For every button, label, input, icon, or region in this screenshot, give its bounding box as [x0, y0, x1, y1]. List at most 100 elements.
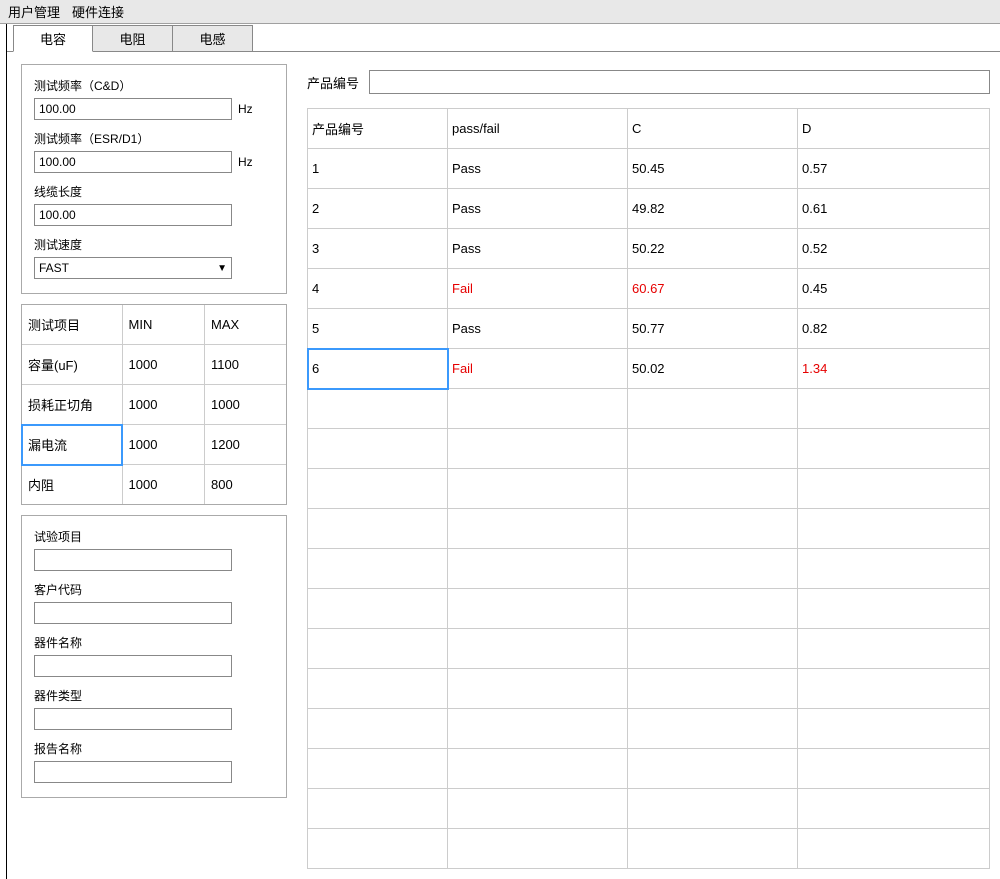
- results-cell-empty[interactable]: [448, 749, 628, 789]
- tab-inductor[interactable]: 电感: [173, 25, 253, 52]
- results-cell-empty[interactable]: [448, 429, 628, 469]
- results-cell-empty[interactable]: [628, 509, 798, 549]
- results-cell[interactable]: 6: [308, 349, 448, 389]
- results-cell[interactable]: 0.52: [798, 229, 990, 269]
- results-cell-empty[interactable]: [308, 589, 448, 629]
- results-cell-empty[interactable]: [308, 709, 448, 749]
- results-cell-empty[interactable]: [308, 429, 448, 469]
- limits-cell[interactable]: 1000: [122, 385, 204, 425]
- results-cell[interactable]: 2: [308, 189, 448, 229]
- results-cell[interactable]: 5: [308, 309, 448, 349]
- results-cell-empty[interactable]: [448, 509, 628, 549]
- results-cell-empty[interactable]: [308, 509, 448, 549]
- results-cell[interactable]: Pass: [448, 309, 628, 349]
- results-cell-empty[interactable]: [798, 629, 990, 669]
- results-cell[interactable]: 1: [308, 149, 448, 189]
- results-cell-empty[interactable]: [448, 829, 628, 869]
- results-cell[interactable]: 0.82: [798, 309, 990, 349]
- results-cell-empty[interactable]: [798, 829, 990, 869]
- results-cell-empty[interactable]: [798, 749, 990, 789]
- results-cell-empty[interactable]: [448, 789, 628, 829]
- results-cell-empty[interactable]: [448, 549, 628, 589]
- limits-cell[interactable]: 容量(uF): [22, 345, 122, 385]
- results-cell-empty[interactable]: [448, 389, 628, 429]
- results-cell-empty[interactable]: [628, 709, 798, 749]
- results-cell-empty[interactable]: [628, 669, 798, 709]
- menu-user-mgmt[interactable]: 用户管理: [8, 2, 60, 21]
- results-cell[interactable]: 50.45: [628, 149, 798, 189]
- results-cell[interactable]: 50.22: [628, 229, 798, 269]
- freq-esr-input[interactable]: [34, 151, 232, 173]
- results-cell[interactable]: 50.02: [628, 349, 798, 389]
- results-cell-empty[interactable]: [798, 669, 990, 709]
- limits-cell[interactable]: 1000: [122, 345, 204, 385]
- freq-cd-input[interactable]: [34, 98, 232, 120]
- results-cell-empty[interactable]: [628, 469, 798, 509]
- product-input[interactable]: [369, 70, 990, 94]
- results-cell-empty[interactable]: [798, 549, 990, 589]
- results-cell-empty[interactable]: [308, 749, 448, 789]
- results-cell[interactable]: 4: [308, 269, 448, 309]
- tab-resistor[interactable]: 电阻: [93, 25, 173, 52]
- meta-customer-input[interactable]: [34, 602, 232, 624]
- results-cell-empty[interactable]: [448, 629, 628, 669]
- limits-cell[interactable]: 1200: [204, 425, 286, 465]
- results-cell[interactable]: 1.34: [798, 349, 990, 389]
- results-cell-empty[interactable]: [448, 709, 628, 749]
- limits-cell[interactable]: 1000: [122, 425, 204, 465]
- results-cell-empty[interactable]: [798, 429, 990, 469]
- results-cell[interactable]: 49.82: [628, 189, 798, 229]
- results-cell-empty[interactable]: [798, 509, 990, 549]
- results-cell[interactable]: 0.45: [798, 269, 990, 309]
- meta-report-name-input[interactable]: [34, 761, 232, 783]
- results-cell-empty[interactable]: [628, 789, 798, 829]
- limits-cell[interactable]: 漏电流: [22, 425, 122, 465]
- results-cell-empty[interactable]: [308, 629, 448, 669]
- results-cell-empty[interactable]: [628, 429, 798, 469]
- speed-select[interactable]: FAST: [34, 257, 232, 279]
- cable-len-input[interactable]: [34, 204, 232, 226]
- results-cell-empty[interactable]: [308, 389, 448, 429]
- results-cell-empty[interactable]: [308, 469, 448, 509]
- results-cell-empty[interactable]: [308, 829, 448, 869]
- meta-device-name-input[interactable]: [34, 655, 232, 677]
- meta-device-type-input[interactable]: [34, 708, 232, 730]
- results-cell[interactable]: 3: [308, 229, 448, 269]
- limits-cell[interactable]: 1000: [204, 385, 286, 425]
- results-cell-empty[interactable]: [308, 789, 448, 829]
- results-cell[interactable]: Pass: [448, 149, 628, 189]
- results-cell-empty[interactable]: [628, 589, 798, 629]
- results-cell-empty[interactable]: [448, 589, 628, 629]
- results-cell-empty[interactable]: [798, 709, 990, 749]
- limits-cell[interactable]: 内阻: [22, 465, 122, 505]
- results-cell[interactable]: 0.57: [798, 149, 990, 189]
- results-table[interactable]: 产品编号 pass/fail C D 1Pass50.450.572Pass49…: [307, 108, 990, 869]
- results-cell-empty[interactable]: [628, 749, 798, 789]
- results-cell-empty[interactable]: [798, 389, 990, 429]
- results-cell-empty[interactable]: [798, 789, 990, 829]
- results-cell[interactable]: 0.61: [798, 189, 990, 229]
- results-cell-empty[interactable]: [308, 549, 448, 589]
- limits-cell[interactable]: 损耗正切角: [22, 385, 122, 425]
- results-cell-empty[interactable]: [628, 629, 798, 669]
- results-cell[interactable]: Fail: [448, 269, 628, 309]
- results-cell-empty[interactable]: [448, 669, 628, 709]
- results-cell-empty[interactable]: [628, 549, 798, 589]
- results-cell-empty[interactable]: [308, 669, 448, 709]
- results-cell-empty[interactable]: [628, 389, 798, 429]
- limits-table[interactable]: 测试项目 MIN MAX 容量(uF)10001100损耗正切角10001000…: [22, 305, 286, 504]
- results-cell-empty[interactable]: [798, 469, 990, 509]
- results-cell[interactable]: 50.77: [628, 309, 798, 349]
- results-cell-empty[interactable]: [628, 829, 798, 869]
- menu-hw-connect[interactable]: 硬件连接: [72, 2, 124, 21]
- meta-test-item-input[interactable]: [34, 549, 232, 571]
- results-cell[interactable]: Fail: [448, 349, 628, 389]
- results-cell-empty[interactable]: [798, 589, 990, 629]
- results-cell[interactable]: Pass: [448, 229, 628, 269]
- limits-cell[interactable]: 1100: [204, 345, 286, 385]
- results-cell[interactable]: Pass: [448, 189, 628, 229]
- tab-capacitor[interactable]: 电容: [13, 25, 93, 52]
- limits-cell[interactable]: 1000: [122, 465, 204, 505]
- results-cell-empty[interactable]: [448, 469, 628, 509]
- results-cell[interactable]: 60.67: [628, 269, 798, 309]
